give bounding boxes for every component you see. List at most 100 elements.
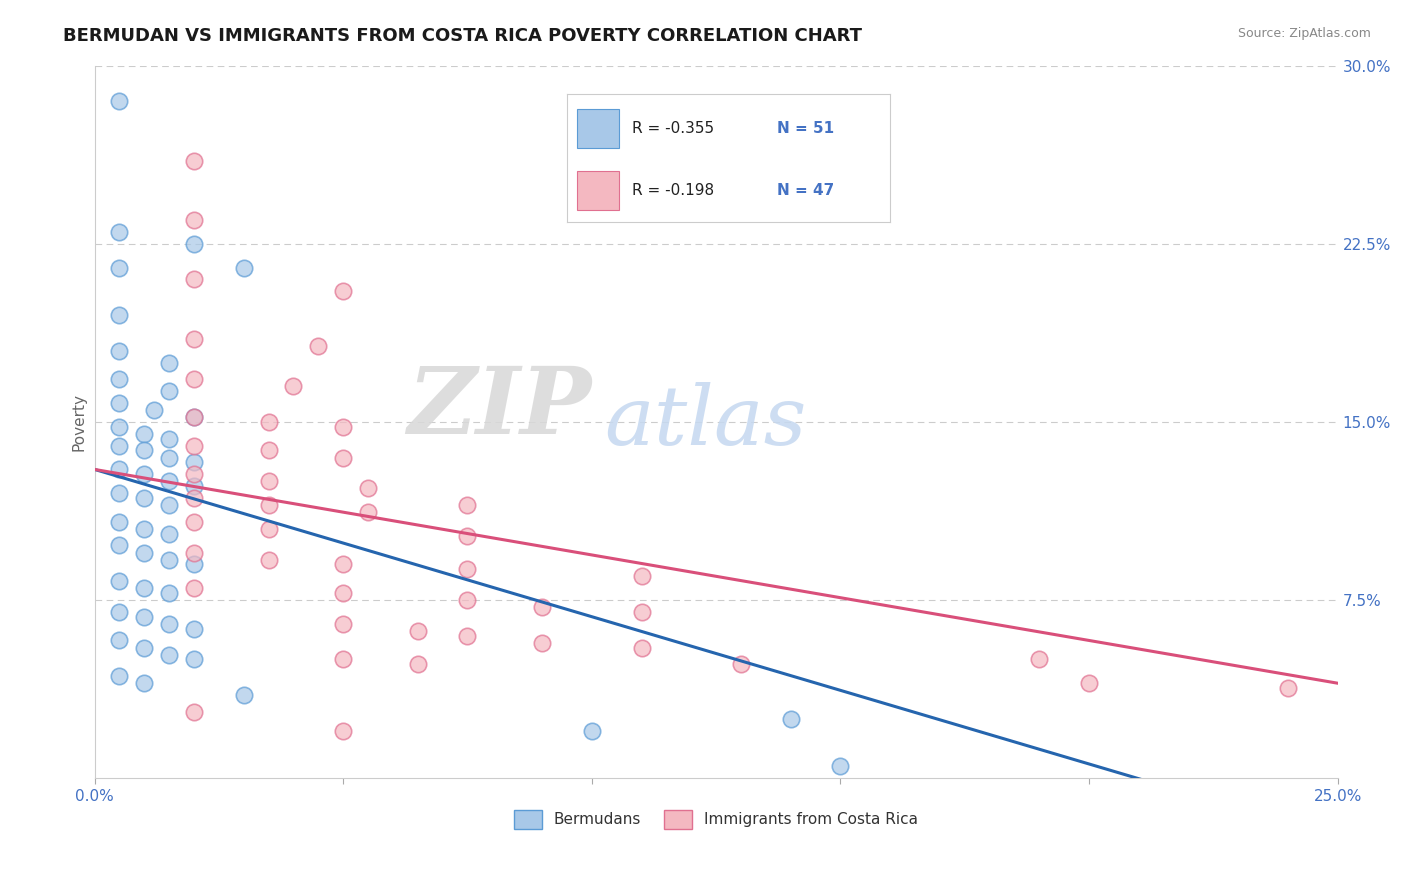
Point	[456, 629, 478, 643]
Point	[108, 396, 131, 410]
Point	[108, 225, 131, 239]
Point	[157, 616, 180, 631]
Point	[1028, 652, 1050, 666]
Point	[134, 676, 156, 690]
Point	[257, 498, 280, 512]
Point	[108, 462, 131, 476]
Point	[134, 522, 156, 536]
Point	[157, 355, 180, 369]
Point	[183, 153, 205, 168]
Point	[108, 94, 131, 108]
Point	[257, 415, 280, 429]
Point	[157, 586, 180, 600]
Point	[332, 450, 354, 465]
Point	[257, 522, 280, 536]
Point	[183, 652, 205, 666]
Point	[183, 515, 205, 529]
Text: Source: ZipAtlas.com: Source: ZipAtlas.com	[1237, 27, 1371, 40]
Point	[183, 410, 205, 425]
Point	[257, 475, 280, 489]
Point	[157, 450, 180, 465]
Point	[332, 616, 354, 631]
Point	[183, 332, 205, 346]
Point	[531, 600, 554, 615]
Point	[332, 652, 354, 666]
Point	[108, 419, 131, 434]
Point	[108, 633, 131, 648]
Point	[108, 372, 131, 386]
Point	[456, 498, 478, 512]
Point	[143, 403, 166, 417]
Point	[134, 467, 156, 482]
Point	[1078, 676, 1101, 690]
Point	[108, 343, 131, 358]
Point	[157, 475, 180, 489]
Point	[257, 552, 280, 566]
Point	[779, 712, 801, 726]
Point	[630, 569, 652, 583]
Point	[108, 308, 131, 322]
Point	[157, 526, 180, 541]
Point	[283, 379, 305, 393]
Point	[108, 486, 131, 500]
Point	[456, 562, 478, 576]
Point	[232, 688, 254, 702]
Point	[581, 723, 603, 738]
Point	[157, 432, 180, 446]
Point	[1277, 681, 1299, 695]
Point	[332, 419, 354, 434]
Point	[183, 455, 205, 469]
Point	[108, 439, 131, 453]
Point	[630, 640, 652, 655]
Legend: Bermudans, Immigrants from Costa Rica: Bermudans, Immigrants from Costa Rica	[508, 804, 924, 835]
Point	[332, 558, 354, 572]
Point	[630, 605, 652, 619]
Point	[257, 443, 280, 458]
Point	[307, 339, 329, 353]
Point	[183, 467, 205, 482]
Point	[183, 372, 205, 386]
Point	[157, 384, 180, 398]
Point	[232, 260, 254, 275]
Point	[108, 538, 131, 552]
Point	[134, 609, 156, 624]
Text: ZIP: ZIP	[408, 363, 592, 452]
Point	[183, 479, 205, 493]
Point	[531, 636, 554, 650]
Point	[332, 723, 354, 738]
Point	[332, 285, 354, 299]
Point	[456, 593, 478, 607]
Point	[157, 498, 180, 512]
Point	[134, 640, 156, 655]
Point	[157, 648, 180, 662]
Point	[183, 213, 205, 227]
Point	[134, 443, 156, 458]
Point	[456, 529, 478, 543]
Point	[357, 482, 380, 496]
Point	[406, 657, 429, 672]
Text: BERMUDAN VS IMMIGRANTS FROM COSTA RICA POVERTY CORRELATION CHART: BERMUDAN VS IMMIGRANTS FROM COSTA RICA P…	[63, 27, 862, 45]
Point	[730, 657, 752, 672]
Point	[183, 491, 205, 505]
Point	[108, 669, 131, 683]
Point	[183, 272, 205, 286]
Point	[134, 426, 156, 441]
Point	[183, 236, 205, 251]
Point	[108, 605, 131, 619]
Point	[357, 505, 380, 519]
Point	[134, 581, 156, 595]
Point	[134, 491, 156, 505]
Point	[183, 622, 205, 636]
Point	[183, 439, 205, 453]
Text: atlas: atlas	[605, 382, 807, 462]
Point	[183, 581, 205, 595]
Point	[183, 410, 205, 425]
Point	[134, 545, 156, 559]
Y-axis label: Poverty: Poverty	[72, 392, 86, 451]
Point	[108, 260, 131, 275]
Point	[830, 759, 852, 773]
Point	[183, 558, 205, 572]
Point	[183, 545, 205, 559]
Point	[332, 586, 354, 600]
Point	[183, 705, 205, 719]
